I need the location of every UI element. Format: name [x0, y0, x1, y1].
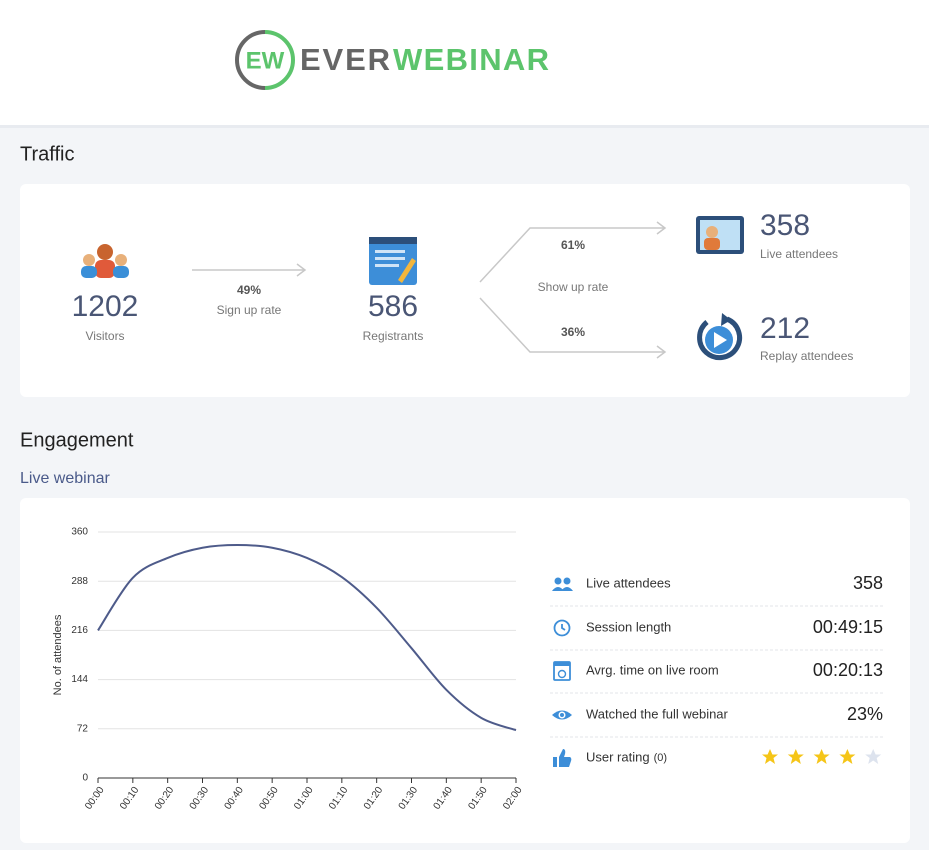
stat-label: Avrg. time on live room	[586, 662, 719, 677]
stat-icon	[552, 577, 573, 591]
showup-label: Show up rate	[538, 280, 609, 294]
stat-label: Session length	[586, 619, 671, 634]
visitors-label: Visitors	[85, 329, 124, 343]
logo[interactable]: EW EVER WEBINAR	[235, 30, 549, 90]
registrants-label: Registrants	[363, 329, 424, 343]
stat-icon	[552, 710, 572, 720]
rating-star	[865, 749, 882, 764]
section-title: Engagement	[20, 429, 134, 451]
registrants-icon	[369, 237, 417, 285]
header-shadow	[0, 125, 929, 128]
rating-star	[839, 749, 856, 764]
stat-value: 00:49:15	[813, 617, 883, 637]
rating-count: (0)	[654, 752, 667, 764]
rating-star	[762, 749, 778, 764]
logo-arc	[264, 30, 295, 90]
stat-value: 00:20:13	[813, 660, 883, 680]
logo-mark: EW	[246, 47, 285, 74]
y-tick-label: 144	[71, 674, 88, 685]
signup-label: Sign up rate	[217, 303, 282, 317]
live-value: 358	[760, 209, 810, 242]
stat-label: Watched the full webinar	[586, 706, 729, 721]
section-title: Traffic	[20, 143, 74, 165]
stat-icon	[553, 661, 571, 681]
y-axis-label: No. of attendees	[52, 614, 64, 695]
stat-value: 358	[853, 573, 883, 593]
stat-label: User rating	[586, 749, 650, 764]
fork-arrows	[479, 221, 667, 359]
replay-label: Replay attendees	[760, 349, 853, 363]
rating-star	[813, 749, 830, 764]
replay-icon	[697, 313, 743, 361]
stat-label: Live attendees	[586, 575, 671, 590]
engagement-card	[20, 498, 910, 843]
header	[0, 0, 929, 125]
stat-icon	[553, 619, 571, 637]
y-tick-label: 72	[77, 723, 89, 734]
y-tick-label: 288	[71, 576, 88, 587]
live-label: Live attendees	[760, 247, 838, 261]
logo-text: EVER	[300, 42, 390, 77]
rating-star	[787, 749, 804, 764]
arrow	[192, 263, 307, 277]
visitors-value: 1202	[72, 290, 139, 323]
logo-text: WEBINAR	[393, 42, 549, 77]
registrants-value: 586	[368, 290, 418, 323]
section-subtitle: Live webinar	[20, 470, 111, 487]
replay-value: 212	[760, 312, 810, 345]
live-icon	[696, 216, 744, 254]
live-rate: 61%	[561, 238, 585, 252]
signup-rate: 49%	[237, 283, 261, 297]
y-tick-label: 360	[71, 527, 88, 538]
stat-icon	[553, 749, 572, 767]
stats-list: Live attendees 358 Session length 00:49:15 A…	[550, 573, 883, 767]
logo-arc	[235, 30, 266, 90]
y-tick-label: 0	[82, 773, 88, 784]
stat-value: 23%	[847, 704, 883, 724]
visitors-icon	[81, 244, 129, 278]
replay-rate: 36%	[561, 325, 585, 339]
y-tick-label: 216	[71, 625, 88, 636]
traffic-card	[20, 184, 910, 397]
line	[97, 543, 517, 732]
